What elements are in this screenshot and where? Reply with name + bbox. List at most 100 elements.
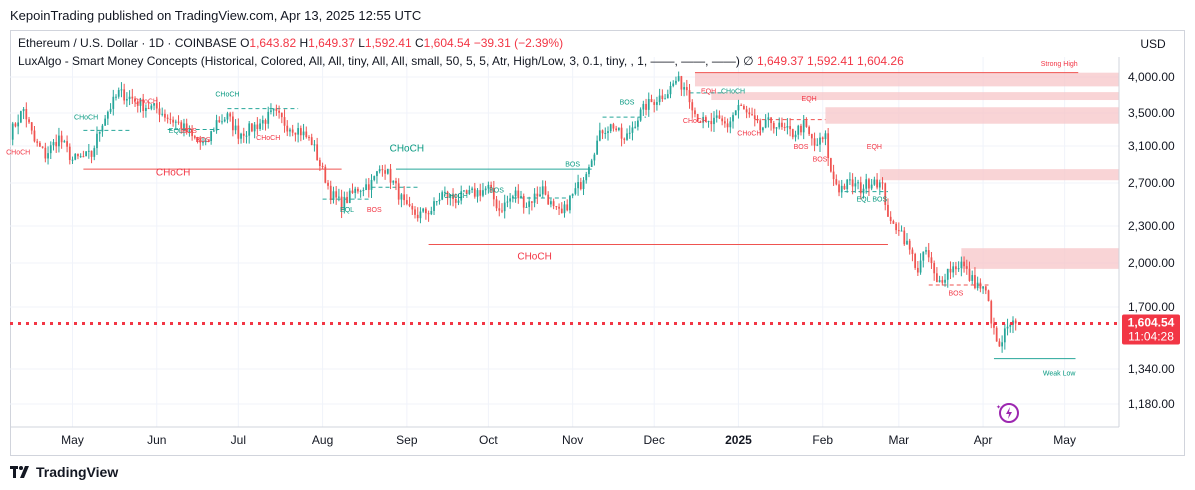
candle-body [514, 190, 517, 197]
candle-body [145, 107, 147, 111]
candle-body [321, 166, 324, 168]
candle-body [196, 137, 199, 141]
candle-body [675, 80, 677, 84]
candle-body [990, 301, 993, 324]
candle-body [677, 76, 680, 81]
time-tick-label: Jun [147, 433, 166, 447]
smc-label: CHoCH [256, 135, 280, 142]
candle-body [783, 126, 786, 128]
tradingview-footer[interactable]: TradingView [10, 464, 118, 480]
candle-body [381, 169, 384, 171]
candle-body [63, 141, 66, 143]
candle-body [416, 214, 419, 219]
candle-body [522, 196, 525, 208]
candle-body [960, 261, 963, 269]
candle-body [813, 138, 816, 146]
candle-body [123, 89, 126, 101]
candle-body [150, 105, 153, 109]
candle-body [373, 176, 376, 180]
high-label: H [299, 36, 309, 50]
candle-body [588, 166, 590, 175]
candle-body [411, 205, 414, 210]
candle-body [541, 186, 544, 195]
candle-body [17, 122, 20, 127]
candle-body [808, 126, 811, 135]
candle-body [33, 130, 36, 142]
candle-body [49, 145, 52, 154]
candle-body [212, 130, 215, 132]
smc-label: Weak Low [1043, 371, 1076, 378]
price-tick-label: 1,700.00 [1128, 300, 1175, 314]
candle-body [889, 216, 892, 222]
candle-body [207, 140, 210, 142]
last-price-value: 1,604.54 [1128, 315, 1175, 329]
candle-body [52, 142, 55, 146]
countdown: 11:04:28 [1128, 329, 1174, 343]
candle-body [115, 96, 117, 98]
candle-body [925, 250, 927, 252]
candle-body [957, 268, 960, 270]
candle-body [590, 160, 593, 167]
candle-body [846, 179, 849, 190]
candle-body [289, 129, 291, 132]
candle-body [234, 125, 237, 131]
candle-body [729, 121, 732, 128]
candle-body [797, 125, 800, 135]
smc-label: EQH [701, 89, 716, 96]
candle-body [718, 115, 721, 119]
candle-body [908, 240, 911, 250]
candle-body [914, 253, 917, 268]
symbol-name[interactable]: Ethereum / U.S. Dollar · 1D · COINBASE [18, 36, 237, 50]
chart-frame[interactable] [10, 30, 1185, 456]
candle-body [756, 118, 759, 121]
candle-body [998, 341, 1001, 347]
candle-body [305, 131, 308, 138]
currency-button[interactable]: USD [1140, 37, 1166, 51]
candle-body [955, 266, 957, 270]
candle-body [419, 211, 422, 219]
candle-body [993, 323, 995, 328]
candle-body [704, 116, 707, 122]
time-tick-label: Dec [644, 433, 665, 447]
smc-label: BOS [813, 157, 828, 164]
indicator-name[interactable]: LuxAlgo - Smart Money Concepts (Historic… [18, 54, 740, 68]
candle-body [881, 182, 884, 184]
candle-body [283, 117, 286, 126]
time-axis: May Jun Jul Aug Sep Oct Nov Dec 2025 Feb Mar Apr May [61, 433, 1076, 447]
candle-body [210, 131, 213, 142]
candle-body [221, 121, 223, 123]
candle-body [745, 109, 748, 113]
candle-body [772, 123, 775, 129]
candle-body [259, 123, 261, 129]
symbol-legend: Ethereum / U.S. Dollar · 1D · COINBASE O… [18, 36, 563, 50]
candle-body [299, 128, 302, 136]
candle-body [637, 120, 639, 127]
candle-body [55, 142, 58, 147]
smc-label: Strong High [1041, 61, 1078, 68]
supply-zones [694, 72, 1119, 269]
candle-body [563, 204, 566, 214]
candle-body [460, 191, 463, 201]
candle-body [427, 213, 430, 215]
candle-body [125, 99, 128, 101]
candle-body [172, 119, 174, 123]
candle-body [473, 188, 476, 197]
price-axis: 4,000.00 3,500.00 3,100.00 2,700.00 2,300.00… [1128, 70, 1175, 411]
candle-body [577, 182, 579, 189]
candle-body [338, 196, 340, 198]
candle-body [672, 83, 675, 86]
candle-body [666, 94, 669, 99]
candle-body [938, 280, 941, 283]
brand-name: TradingView [36, 464, 119, 480]
candle-body [789, 126, 791, 130]
low-value: 1,592.41 [364, 36, 412, 50]
price-tick-label: 2,700.00 [1128, 176, 1175, 190]
candle-body [762, 127, 764, 131]
candle-body [501, 210, 503, 212]
candle-body [104, 118, 107, 126]
candle-body [647, 99, 650, 110]
candle-body [669, 85, 672, 95]
candle-body [169, 118, 172, 120]
candle-body [571, 193, 574, 196]
